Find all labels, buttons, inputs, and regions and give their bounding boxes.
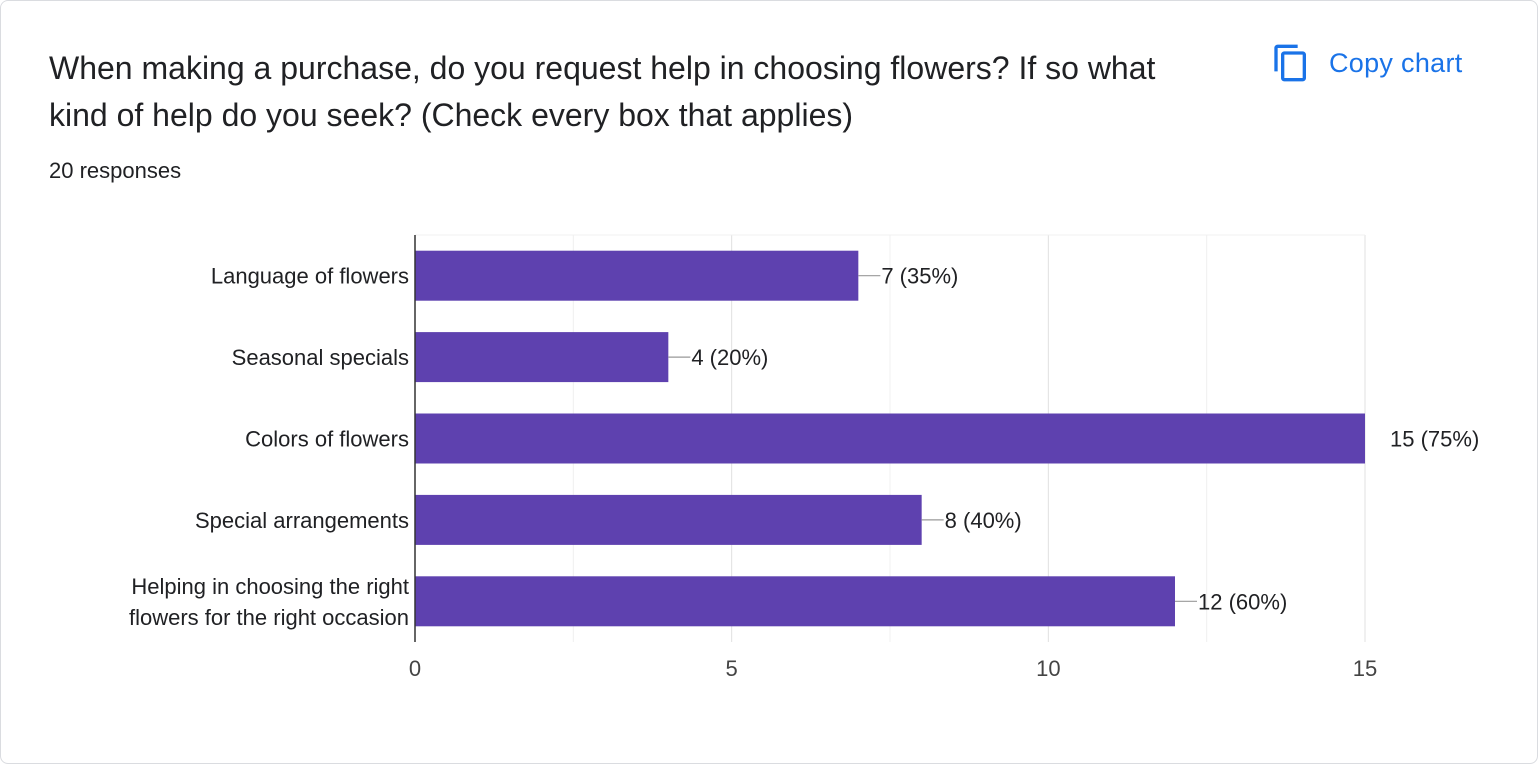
bar — [415, 413, 1365, 464]
bar — [415, 250, 859, 301]
data-label: 7 (35%) — [881, 264, 958, 289]
x-tick-label: 10 — [1036, 656, 1060, 681]
category-label: Special arrangements — [195, 508, 409, 533]
copy-chart-button[interactable]: Copy chart — [1265, 39, 1475, 87]
category-label: Colors of flowers — [245, 427, 409, 452]
bar — [415, 494, 922, 545]
data-label: 8 (40%) — [945, 508, 1022, 533]
category-label: Helping in choosing the right — [131, 574, 409, 599]
category-label: Seasonal specials — [232, 345, 409, 370]
x-tick-label: 15 — [1353, 656, 1377, 681]
copy-icon — [1274, 44, 1306, 82]
data-label: 15 (75%) — [1390, 427, 1479, 452]
bar — [415, 576, 1175, 627]
x-tick-label: 0 — [409, 656, 421, 681]
data-label: 12 (60%) — [1198, 589, 1287, 614]
x-tick-label: 5 — [726, 656, 738, 681]
response-count: 20 responses — [49, 158, 182, 183]
bar — [415, 332, 669, 383]
category-label: flowers for the right occasion — [129, 605, 409, 630]
data-label: 4 (20%) — [691, 345, 768, 370]
category-label: Language of flowers — [211, 264, 409, 289]
chart-title: When making a purchase, do you request h… — [49, 50, 1156, 133]
copy-chart-label: Copy chart — [1329, 47, 1463, 78]
